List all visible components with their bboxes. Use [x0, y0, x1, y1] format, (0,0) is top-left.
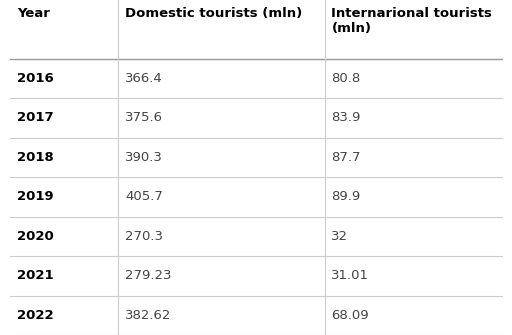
Text: Domestic tourists (mln): Domestic tourists (mln) [125, 7, 302, 20]
Text: 87.7: 87.7 [331, 151, 361, 164]
Text: 31.01: 31.01 [331, 269, 370, 282]
Text: 405.7: 405.7 [125, 190, 163, 203]
Text: 32: 32 [331, 230, 349, 243]
Text: 390.3: 390.3 [125, 151, 163, 164]
Text: 89.9: 89.9 [331, 190, 361, 203]
Text: 382.62: 382.62 [125, 309, 172, 322]
Text: 270.3: 270.3 [125, 230, 163, 243]
Text: 68.09: 68.09 [331, 309, 369, 322]
Text: 2020: 2020 [17, 230, 54, 243]
Text: 2019: 2019 [17, 190, 54, 203]
Text: 2017: 2017 [17, 111, 54, 124]
Text: Year: Year [17, 7, 50, 20]
Text: 2022: 2022 [17, 309, 54, 322]
Text: 83.9: 83.9 [331, 111, 361, 124]
Text: 80.8: 80.8 [331, 72, 361, 85]
Text: 366.4: 366.4 [125, 72, 163, 85]
Text: 279.23: 279.23 [125, 269, 172, 282]
Text: 2018: 2018 [17, 151, 54, 164]
Text: 375.6: 375.6 [125, 111, 163, 124]
Text: 2021: 2021 [17, 269, 54, 282]
Text: Internarional tourists
(mln): Internarional tourists (mln) [331, 7, 493, 35]
Text: 2016: 2016 [17, 72, 54, 85]
